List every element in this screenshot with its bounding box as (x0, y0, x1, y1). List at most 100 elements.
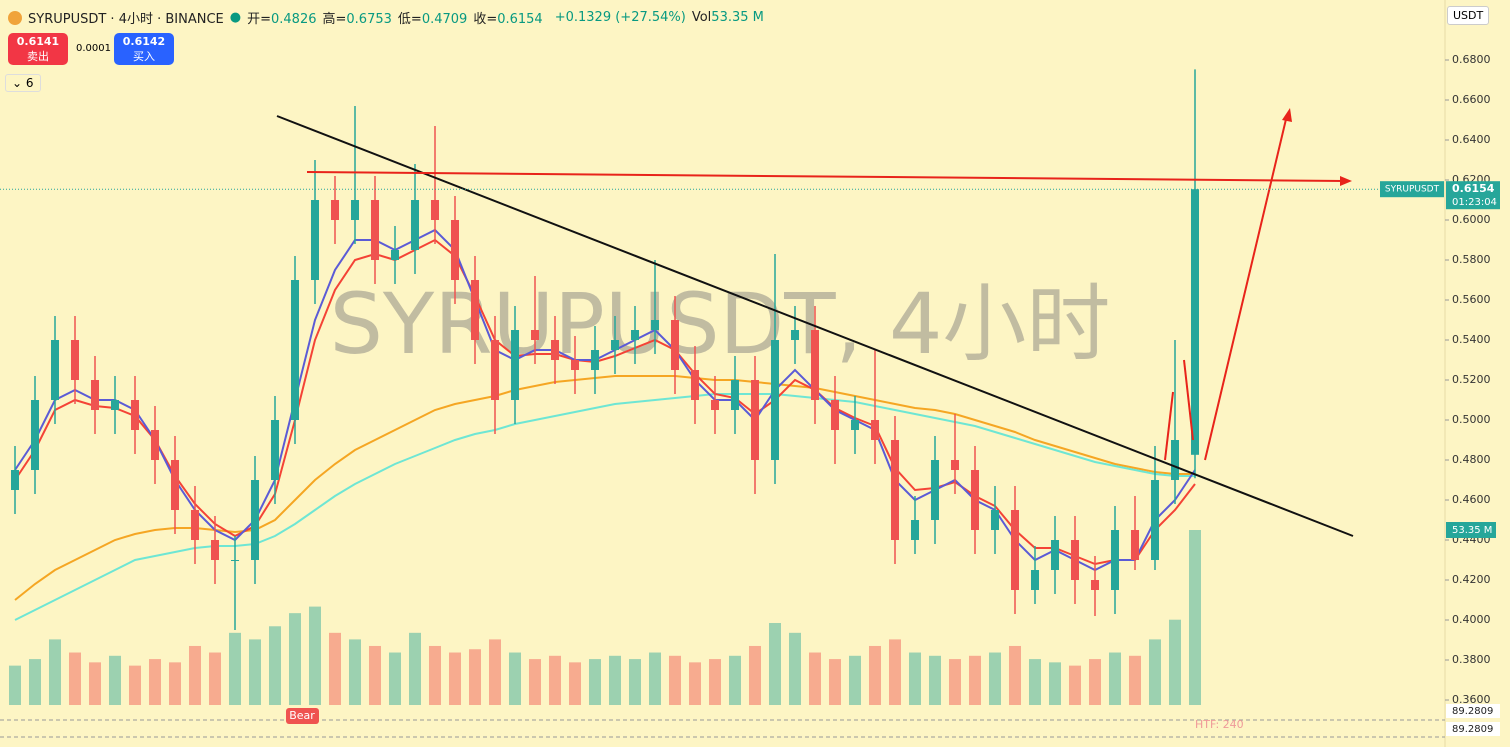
candle-body (491, 340, 499, 400)
candle-body (1131, 530, 1139, 560)
volume-bar (1049, 662, 1061, 705)
candle-body (271, 420, 279, 480)
y-tick-label: 0.5800 (1452, 253, 1491, 266)
candle-body (1011, 510, 1019, 590)
volume-bar (169, 662, 181, 705)
volume-bar (849, 655, 861, 705)
ohlc-value: 0.6154 (497, 12, 543, 27)
volume-bar (669, 655, 681, 705)
candle-body (191, 510, 199, 540)
volume-bar (1149, 639, 1161, 705)
candle-body (31, 400, 39, 470)
y-tick-label: 0.5000 (1452, 413, 1491, 426)
volume-bar (189, 645, 201, 705)
volume-bar (129, 665, 141, 705)
htf-label: HTF: 240 (1195, 718, 1244, 731)
volume-bar (809, 652, 821, 705)
volume-bar (449, 652, 461, 705)
last-price-box (1446, 181, 1500, 210)
volume-label: 53.35 M (1452, 525, 1492, 536)
volume-bar (869, 645, 881, 705)
volume-bar (349, 639, 361, 705)
volume-bar (829, 659, 841, 705)
candle-body (1071, 540, 1079, 580)
candle-body (1031, 570, 1039, 590)
candle-body (831, 400, 839, 430)
y-tick-label: 0.6400 (1452, 133, 1491, 146)
candle-body (131, 400, 139, 430)
ohlc-value: 0.4826 (271, 12, 317, 27)
candle-body (531, 330, 539, 340)
ohlc: 开=0.4826 高=0.6753 低=0.4709 收=0.6154 (247, 8, 549, 27)
candle-body (1111, 530, 1119, 590)
volume-bar (629, 659, 641, 705)
candle-body (911, 520, 919, 540)
candle-body (311, 200, 319, 280)
volume-bar (69, 652, 81, 705)
resistance-line (306, 171, 1346, 182)
volume-bar (289, 613, 301, 705)
watermark: SYRUPUSDT, 4小时 (330, 275, 1111, 373)
change: +0.1329 (+27.54%) (554, 10, 686, 25)
ohlc-value: 0.6753 (346, 12, 392, 27)
buy-button[interactable]: 0.6142 买入 (114, 33, 174, 65)
volume-bar (649, 652, 661, 705)
y-tick-label: 0.4200 (1452, 573, 1491, 586)
volume-bar (729, 655, 741, 705)
volume-bar (689, 662, 701, 705)
candle-body (431, 200, 439, 220)
bear-label: Bear (289, 709, 315, 722)
volume-bar (209, 652, 221, 705)
volume-bar (1089, 659, 1101, 705)
volume-bar (269, 626, 281, 705)
y-tick-label: 0.4800 (1452, 453, 1491, 466)
ma-line (14, 375, 1195, 601)
candle-body (1091, 580, 1099, 590)
volume-bar (409, 632, 421, 705)
candle-body (591, 350, 599, 370)
ohlc-label: 低= (397, 12, 422, 27)
indicator-toggle[interactable]: ⌄ 6 (5, 74, 41, 92)
candle-body (471, 280, 479, 340)
candle-body (991, 510, 999, 530)
volume-bar (589, 659, 601, 705)
candle-body (1051, 540, 1059, 570)
volume-bar (769, 622, 781, 705)
volume-bar (709, 659, 721, 705)
vol-value: 53.35 M (711, 10, 764, 25)
symbol: SYRUPUSDT · 4小时 · BINANCE (28, 12, 224, 27)
volume-bar (609, 655, 621, 705)
candle-body (291, 280, 299, 420)
candle-body (671, 320, 679, 370)
sell-button[interactable]: 0.6141 卖出 (8, 33, 68, 65)
volume-bar (929, 655, 941, 705)
volume-bar (89, 662, 101, 705)
volume-bar (1109, 652, 1121, 705)
symbol-icon (8, 10, 22, 25)
candle-body (71, 340, 79, 380)
volume-bar (569, 662, 581, 705)
candle-body (951, 460, 959, 470)
spread: 0.0001 (76, 43, 111, 54)
volume-bar (369, 645, 381, 705)
volume-bar (249, 639, 261, 705)
indicator-count: 6 (25, 76, 34, 90)
indicator-box (1446, 704, 1500, 718)
candle-body (351, 200, 359, 220)
candle-body (711, 400, 719, 410)
volume-bar (949, 659, 961, 705)
currency-select[interactable]: USDT (1447, 6, 1490, 25)
y-tick-label: 0.6000 (1452, 213, 1491, 226)
y-tick-label: 0.6600 (1452, 93, 1491, 106)
candle-body (451, 220, 459, 280)
candle-body (231, 560, 239, 561)
candle-body (1191, 189, 1199, 455)
candle-body (211, 540, 219, 560)
y-tick-label: 0.5600 (1452, 293, 1491, 306)
volume-bar (29, 659, 41, 705)
candle-body (511, 330, 519, 400)
candle-body (391, 250, 399, 260)
candle-body (611, 340, 619, 350)
currency: USDT (1453, 9, 1484, 22)
indicator-value: 89.2809 (1452, 706, 1493, 717)
